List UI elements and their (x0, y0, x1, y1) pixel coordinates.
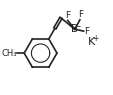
Text: F: F (83, 27, 88, 36)
Text: B: B (71, 24, 78, 34)
Text: F: F (65, 11, 70, 20)
Text: −: − (74, 22, 80, 31)
Text: CH₃: CH₃ (1, 49, 17, 58)
Text: +: + (92, 34, 98, 43)
Text: K: K (87, 37, 94, 47)
Text: F: F (77, 10, 82, 19)
